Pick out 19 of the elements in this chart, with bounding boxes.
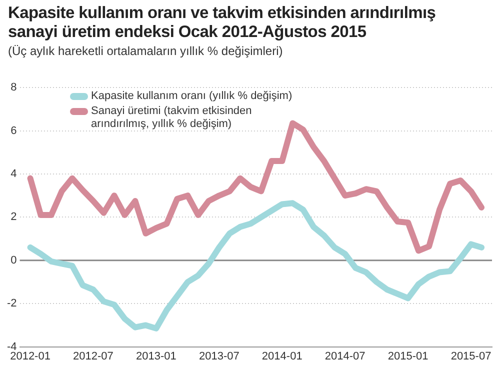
legend-label: Sanayi üretimi (takvim etkisinden arındırılmış, yıllık % değişim): [91, 105, 253, 131]
y-tick-label: -4: [7, 340, 17, 353]
y-tick-label: 4: [10, 168, 17, 180]
x-tick-label: 2012-07: [73, 350, 114, 362]
x-tick-label: 2013-07: [198, 350, 240, 362]
y-tick-label: 0: [10, 254, 17, 266]
x-tick-label: 2014-07: [324, 350, 366, 362]
chart-subtitle: (Üç aylık hareketli ortalamaların yıllık % değişimleri): [8, 44, 283, 58]
chart-title: Kapasite kullanım oranı ve takvim etkisinden arındırılmış sanayi üretim endeksi Ocak 2012-Ağustos 2015: [8, 4, 437, 42]
y-tick-label: 6: [10, 124, 17, 137]
x-tick-label: 2014-01: [262, 350, 302, 362]
y-tick-label: 8: [10, 82, 17, 94]
legend-label: Kapasite kullanım oranı (yıllık % değişim): [91, 90, 292, 103]
y-tick-label: -2: [7, 298, 17, 310]
x-tick-label: 2015-07: [450, 350, 492, 362]
x-tick-label: 2013-01: [136, 350, 176, 362]
x-tick-label: 2015-01: [388, 350, 428, 362]
x-tick-label: 2012-01: [10, 350, 50, 362]
y-tick-label: 2: [10, 211, 17, 224]
